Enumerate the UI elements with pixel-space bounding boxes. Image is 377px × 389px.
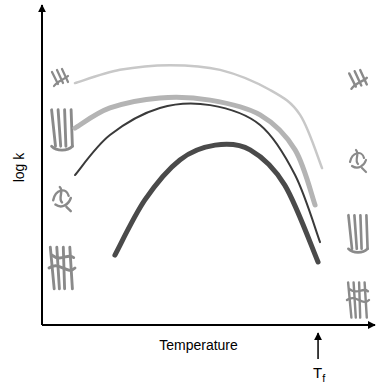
icon-stroke (347, 298, 369, 302)
icon-stroke (354, 282, 356, 317)
x-axis (42, 324, 375, 326)
annotation-arrow (317, 333, 319, 359)
icon-stroke (60, 187, 62, 202)
x-axis-title: Temperature (159, 337, 238, 353)
icon-stroke (348, 215, 352, 249)
protein-icon (53, 187, 71, 211)
annotation: Tf (313, 364, 326, 384)
icon-stroke (52, 110, 56, 146)
chart: Temperature log k Tf (0, 0, 377, 389)
plot-area (75, 65, 322, 262)
annotation-subscript: f (322, 372, 326, 384)
icon-stroke (362, 168, 366, 172)
protein-icon (348, 215, 367, 252)
curve (75, 103, 320, 242)
y-axis-title: log k (11, 152, 27, 183)
icon-stroke (52, 255, 74, 258)
icon-stroke (71, 110, 72, 146)
icon-stroke (57, 247, 60, 289)
icon-stroke (365, 282, 367, 317)
protein-icon (350, 150, 366, 172)
curve (115, 144, 318, 262)
protein-icon (347, 282, 369, 317)
icon-stroke (54, 76, 68, 86)
icon-stroke (49, 266, 75, 271)
icon-stroke (354, 215, 356, 249)
icon-stroke (349, 289, 368, 292)
curve (75, 65, 322, 168)
icon-stroke (360, 215, 361, 249)
icon-stroke (351, 78, 366, 89)
protein-icon (49, 247, 75, 289)
icon-stroke (348, 249, 367, 253)
protein-icon (52, 110, 73, 150)
icon-stroke (366, 215, 367, 249)
icon-stroke (58, 110, 61, 146)
icon-stroke (66, 207, 70, 211)
protein-icon (349, 70, 367, 89)
icon-stroke (356, 150, 358, 164)
icon-stroke (65, 110, 66, 146)
icon-stroke (52, 146, 73, 150)
y-axis (41, 5, 43, 325)
protein-icon (52, 69, 68, 86)
icon-stroke (70, 247, 73, 289)
